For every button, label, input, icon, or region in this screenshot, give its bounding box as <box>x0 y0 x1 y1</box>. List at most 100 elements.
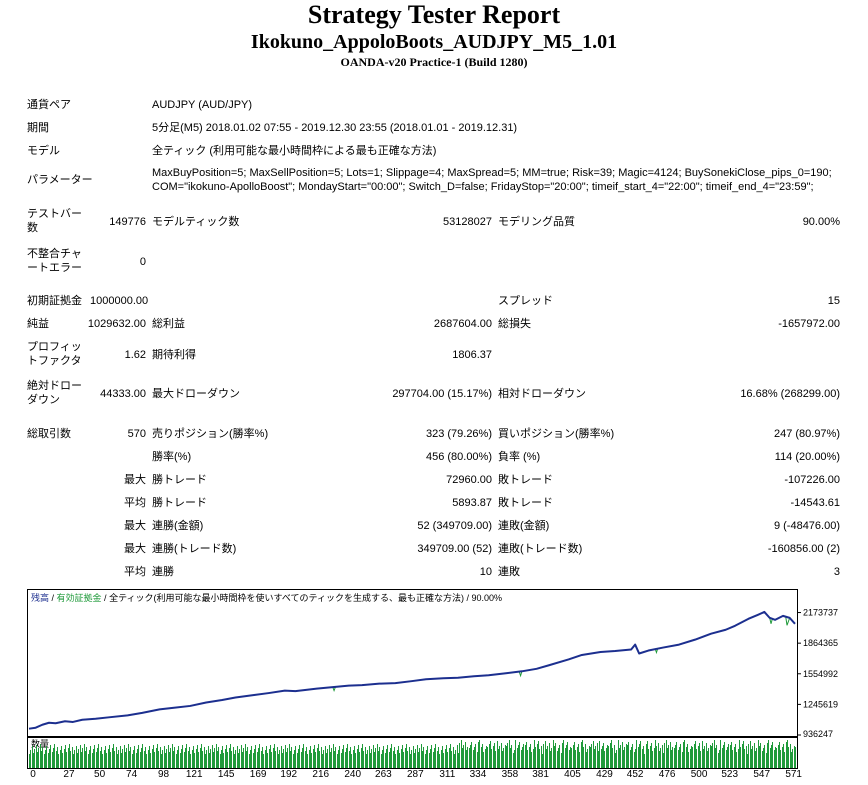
x-tick-label: 27 <box>63 769 75 780</box>
x-tick-label: 311 <box>439 769 456 780</box>
loss-rate-label: 負率 (%) <box>498 451 541 463</box>
quality-value: 90.00% <box>802 216 840 228</box>
absolute-drawdown-label: 絶対ドローダウン <box>27 380 82 406</box>
max-consecutive-wins-label: 連勝(金額) <box>152 520 204 532</box>
relative-drawdown-label: 相対ドローダウン <box>498 388 586 400</box>
period-value: 5分足(M5) 2018.01.02 07:55 - 2019.12.30 23… <box>152 122 518 134</box>
equity-dip-4 <box>785 616 791 626</box>
profit-factor-value: 1.62 <box>124 349 146 361</box>
x-tick-label: 358 <box>501 769 519 780</box>
volume-panel: 数量 <box>27 737 841 769</box>
equity-dip-3 <box>769 617 773 624</box>
y-tick-label: 1245619 <box>803 699 838 709</box>
equity-dip-0 <box>332 686 336 692</box>
average-consecutive-wins-label: 連勝 <box>152 566 174 578</box>
x-tick-label: 169 <box>249 769 267 780</box>
spread-value: 15 <box>827 295 840 307</box>
x-tick-label: 547 <box>753 769 771 780</box>
total-trades-label: 総取引数 <box>27 428 71 440</box>
gross-loss-label: 総損失 <box>498 318 531 330</box>
average-prefix: 平均 <box>124 497 146 509</box>
parameters-line-1: MaxBuyPosition=5; MaxSellPosition=5; Lot… <box>152 167 832 179</box>
x-tick-label: 263 <box>375 769 392 780</box>
x-tick-label: 145 <box>217 769 235 780</box>
x-tick-label: 571 <box>785 769 802 780</box>
x-tick-label: 334 <box>469 769 487 780</box>
max-consecutive-losses-label: 連敗(金額) <box>498 520 550 532</box>
parameters-line-2: COM="ikokuno-ApolloBoost"; MondayStart="… <box>152 181 814 193</box>
deposit-label: 初期証拠金 <box>27 295 82 307</box>
x-tick-label: 381 <box>532 769 549 780</box>
ticks-label: モデルティック数 <box>152 216 240 228</box>
balance-series <box>28 610 796 730</box>
total-trades-value: 570 <box>127 428 146 440</box>
parameters-label: パラメーター <box>27 174 93 186</box>
x-tick-label: 476 <box>658 769 676 780</box>
x-tick-label: 74 <box>126 769 138 780</box>
y-axis: 2173737 1864365 1554992 1245619 936247 <box>797 608 838 739</box>
y-tick-label: 1554992 <box>803 669 838 679</box>
balance-chart: 残高 / 有効証拠金 / 全ティック(利用可能な最小時間枠を使いすべてのティック… <box>27 589 841 739</box>
y-tick-label: 936247 <box>803 729 833 739</box>
x-tick-label: 240 <box>344 769 362 780</box>
x-tick-label: 98 <box>157 769 170 780</box>
x-tick-label: 121 <box>185 769 203 780</box>
max-consecutive-wins-value: 52 (349709.00) <box>417 520 492 532</box>
average-loss-label: 敗トレード <box>498 497 553 509</box>
max-consecutive-profit-label: 連勝(トレード数) <box>152 543 237 555</box>
max-drawdown-value: 297704.00 (15.17%) <box>392 388 492 400</box>
equity-series <box>332 616 791 692</box>
x-tick-label: 0 <box>30 769 36 780</box>
expected-payoff-value: 1806.37 <box>452 349 492 361</box>
y-tick-label: 1864365 <box>803 638 838 648</box>
report-title: Strategy Tester Report <box>307 0 561 29</box>
x-tick-label: 429 <box>596 769 613 780</box>
largest-win-value: 72960.00 <box>446 474 492 486</box>
profit-factor-label: プロフィットファクタ <box>27 341 82 367</box>
bars-label: テストバー数 <box>27 208 82 234</box>
gross-profit-value: 2687604.00 <box>433 318 492 330</box>
legend-quality: / 90.00% <box>464 593 502 603</box>
y-tick-label: 2173737 <box>803 608 838 618</box>
absolute-drawdown-value: 44333.00 <box>100 388 146 400</box>
balance-chart-svg: 残高 / 有効証拠金 / 全ティック(利用可能な最小時間枠を使いすべてのティック… <box>27 589 838 739</box>
largest-win-label: 勝トレード <box>152 474 207 486</box>
mismatch-label: 不整合チャートエラー <box>27 248 82 274</box>
average-win-value: 5893.87 <box>452 497 492 509</box>
volume-frame <box>27 737 798 769</box>
net-profit-label: 純益 <box>27 318 49 330</box>
max-consecutive-loss-label: 連敗(トレード数) <box>498 543 583 555</box>
gross-loss-value: -1657972.00 <box>778 318 840 330</box>
chart-frame <box>27 589 798 737</box>
model-label: モデル <box>27 145 60 157</box>
symbol-label: 通貨ペア <box>27 99 71 111</box>
max-drawdown-label: 最大ドローダウン <box>152 388 240 400</box>
win-rate-label: 勝率(%) <box>152 451 192 463</box>
win-rate-value: 456 (80.00%) <box>425 451 492 463</box>
spread-label: スプレッド <box>498 295 553 307</box>
legend-model: 全ティック(利用可能な最小時間枠を使いすべてのティックを生成する、最も正確な方法… <box>109 592 464 603</box>
svg-text:残高 / 有効証拠金 / 全ティック(利用可能な最小時間枠を: 残高 / 有効証拠金 / 全ティック(利用可能な最小時間枠を使いすべてのティック… <box>31 592 502 603</box>
long-positions-value: 247 (80.97%) <box>773 428 840 440</box>
x-tick-label: 452 <box>626 769 644 780</box>
legend-equity: 有効証拠金 <box>57 592 102 603</box>
average-consecutive-prefix: 平均 <box>124 566 146 578</box>
volume-bars <box>29 740 796 768</box>
deposit-value: 1000000.00 <box>90 295 149 307</box>
balance-line <box>28 610 796 730</box>
legend-separator-2: / <box>102 593 110 603</box>
largest-loss-value: -107226.00 <box>784 474 840 486</box>
x-tick-label: 523 <box>721 769 739 780</box>
relative-drawdown-value: 16.68% (268299.00) <box>740 388 840 400</box>
average-consecutive-losses-label: 連敗 <box>498 566 520 578</box>
period-label: 期間 <box>27 122 49 134</box>
expected-payoff-label: 期待利得 <box>152 349 196 361</box>
average-consecutive-losses-value: 3 <box>833 566 840 578</box>
ticks-value: 53128027 <box>443 216 492 228</box>
x-tick-label: 216 <box>312 769 330 780</box>
x-tick-label: 405 <box>564 769 581 780</box>
quality-label: モデリング品質 <box>498 216 575 228</box>
legend-balance: 残高 <box>31 592 49 603</box>
report-subtitle: Ikokuno_AppoloBoots_AUDJPY_M5_1.01 <box>250 31 618 53</box>
max-consecutive-profit-value: 349709.00 (52) <box>417 543 492 555</box>
